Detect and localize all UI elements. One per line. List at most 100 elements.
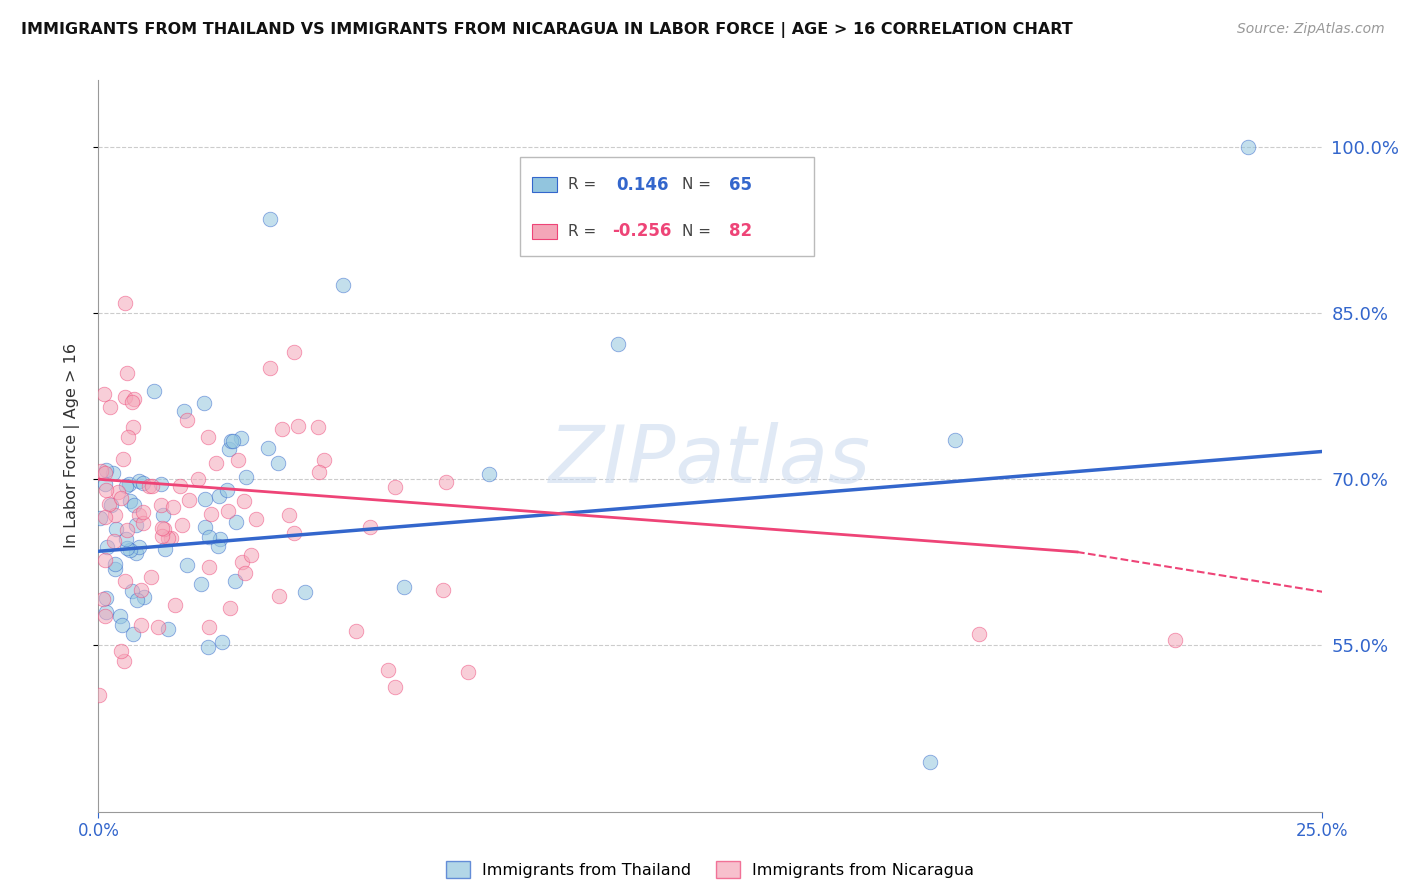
Legend: Immigrants from Thailand, Immigrants from Nicaragua: Immigrants from Thailand, Immigrants fro… (439, 855, 981, 884)
Point (127, 592, 149, 607)
Point (129, 618, 152, 632)
Point (150, 529, 173, 543)
Point (152, 508, 174, 522)
Point (156, 623, 179, 637)
Point (118, 542, 141, 557)
Point (114, 295, 136, 310)
Point (205, 456, 228, 470)
Point (920, 755, 942, 769)
Point (434, 475, 457, 489)
Point (245, 512, 267, 526)
Point (150, 477, 173, 491)
Point (107, 485, 129, 500)
Point (117, 524, 139, 538)
Point (219, 601, 242, 615)
Point (239, 548, 262, 562)
Point (307, 419, 329, 434)
Point (231, 555, 253, 569)
Point (217, 483, 239, 497)
Point (211, 634, 233, 648)
Point (198, 530, 221, 544)
Point (122, 420, 145, 434)
Point (103, 466, 125, 480)
Point (122, 392, 145, 406)
Point (149, 498, 172, 512)
Point (98, 401, 121, 415)
Text: N =: N = (682, 224, 716, 239)
Point (122, 498, 145, 512)
Point (294, 585, 316, 599)
Text: ZIPatlas: ZIPatlas (548, 422, 872, 500)
Point (94, 466, 117, 480)
Point (128, 474, 150, 488)
Text: -0.256: -0.256 (612, 222, 671, 240)
Point (94, 476, 117, 491)
Point (169, 479, 191, 493)
Point (132, 590, 155, 604)
Point (122, 626, 145, 640)
Point (105, 523, 128, 537)
Point (104, 508, 127, 523)
Point (259, 211, 281, 226)
Point (283, 526, 305, 541)
Point (257, 442, 280, 456)
Point (432, 582, 454, 597)
Point (194, 492, 217, 507)
Point (283, 344, 305, 359)
Point (104, 562, 127, 576)
Point (94, 591, 117, 605)
Point (209, 532, 232, 546)
Point (207, 539, 229, 553)
Point (118, 477, 141, 491)
Point (121, 584, 143, 599)
Point (111, 618, 134, 632)
Point (114, 574, 136, 588)
Point (115, 533, 138, 547)
Point (141, 478, 163, 492)
Point (360, 520, 382, 534)
Point (94, 463, 117, 477)
Point (277, 508, 299, 523)
Text: 82: 82 (728, 222, 752, 240)
Point (162, 500, 184, 514)
Point (110, 608, 132, 623)
Point (197, 430, 219, 444)
Point (259, 361, 281, 376)
Point (111, 452, 134, 467)
Point (93, 387, 115, 401)
Point (93, 609, 115, 624)
Point (118, 494, 141, 508)
Point (156, 531, 179, 545)
Point (235, 566, 257, 580)
Point (110, 643, 132, 657)
Point (96, 540, 118, 554)
Point (187, 472, 209, 486)
Point (176, 413, 198, 427)
Point (146, 620, 169, 634)
Point (344, 624, 367, 639)
Point (1237, 140, 1260, 154)
Point (155, 541, 177, 556)
Point (217, 504, 239, 518)
Point (219, 434, 242, 448)
Point (287, 419, 309, 434)
Point (271, 422, 294, 436)
Point (308, 466, 330, 480)
Point (197, 640, 219, 654)
Point (114, 390, 136, 404)
Point (233, 494, 256, 508)
Y-axis label: In Labor Force | Age > 16: In Labor Force | Age > 16 (63, 343, 80, 549)
Point (115, 366, 138, 380)
Point (139, 570, 162, 584)
Point (128, 508, 150, 523)
Point (478, 467, 501, 481)
Point (160, 531, 183, 545)
Point (129, 583, 152, 598)
Point (142, 384, 165, 398)
Point (170, 517, 193, 532)
Point (457, 665, 479, 679)
Point (392, 580, 415, 594)
Point (173, 403, 195, 417)
Point (94, 553, 117, 567)
Point (153, 522, 176, 536)
